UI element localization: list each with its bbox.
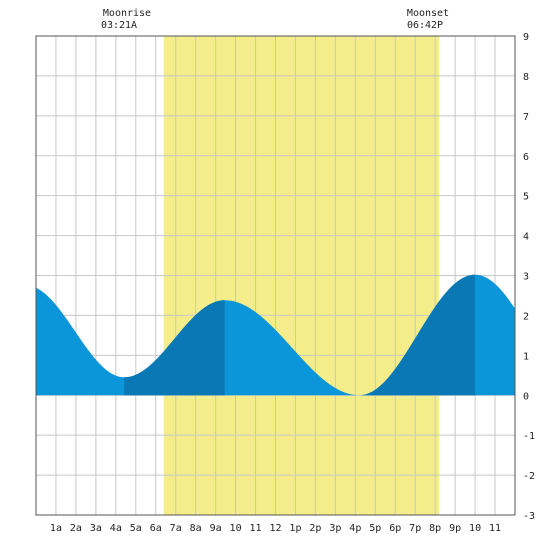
y-tick-label: 9: [523, 32, 529, 43]
moonrise-time: 03:21A: [101, 20, 137, 31]
y-tick-label: 3: [523, 272, 529, 283]
y-tick-label: 2: [523, 311, 529, 322]
x-tick-label: 11: [489, 523, 501, 534]
plot-area: 1a 2a 3a 4a 5a 6a 7a 8a 9a 10 11 12 1p 2p 3p 4p 5p 6p 7p 8p…: [35, 32, 535, 534]
x-tick-label: 9a: [210, 523, 222, 534]
y-tick-label: 1: [523, 351, 529, 362]
y-tick-label: 0: [523, 391, 529, 402]
x-tick-label: 4p: [349, 523, 361, 534]
x-tick-label: 1p: [289, 523, 301, 534]
moon-labels: Moonrise 03:21A Moonset 06:42P: [101, 8, 449, 31]
x-tick-label: 7a: [170, 523, 182, 534]
x-tick-label: 3p: [329, 523, 341, 534]
x-tick-label: 10: [469, 523, 481, 534]
x-tick-label: 11: [250, 523, 262, 534]
y-tick-label: 6: [523, 152, 529, 163]
x-tick-label: 6a: [150, 523, 162, 534]
y-tick-label: -3: [523, 511, 535, 522]
y-tick-label: -2: [523, 471, 535, 482]
x-tick-label: 2p: [309, 523, 321, 534]
x-tick-label: 5p: [369, 523, 381, 534]
plot-frame: [35, 35, 516, 516]
x-tick-label: 8p: [429, 523, 441, 534]
x-tick-label: 8a: [190, 523, 202, 534]
x-tick-label: 12: [269, 523, 281, 534]
x-tick-label: 10: [230, 523, 242, 534]
y-tick-label: -1: [523, 431, 535, 442]
x-tick-label: 1a: [50, 523, 62, 534]
y-tick-label: 5: [523, 192, 529, 203]
x-tick-label: 9p: [449, 523, 461, 534]
x-tick-label: 3a: [90, 523, 102, 534]
x-tick-label: 4a: [110, 523, 122, 534]
tide-rising-segment: [124, 300, 225, 396]
x-tick-label: 6p: [389, 523, 401, 534]
x-tick-label: 7p: [409, 523, 421, 534]
y-tick-label: 7: [523, 112, 529, 123]
y-tick-label: 4: [523, 232, 529, 243]
moonset-time: 06:42P: [407, 20, 443, 31]
moonrise-label: Moonrise: [103, 8, 151, 19]
tide-rising-segment: [359, 274, 476, 396]
moonset-label: Moonset: [407, 8, 449, 19]
y-tick-label: 8: [523, 72, 529, 83]
x-tick-label: 2a: [70, 523, 82, 534]
x-tick-label: 5a: [130, 523, 142, 534]
